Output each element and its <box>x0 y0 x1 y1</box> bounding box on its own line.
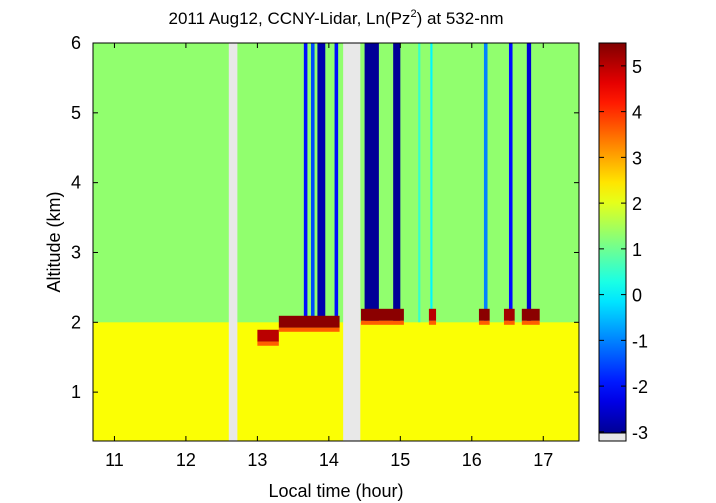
x-tick-label-17: 17 <box>533 450 553 470</box>
cloud-layer-2 <box>361 308 404 321</box>
x-axis: 11 12 13 14 15 16 17 <box>105 43 553 470</box>
attenuated-column-1 <box>310 43 315 323</box>
cloud-layer-1 <box>278 315 340 328</box>
attenuated-column-5 <box>393 43 401 323</box>
attenuated-column-0 <box>303 43 308 323</box>
cloud-edge-3 <box>428 320 437 325</box>
colorbar-tick-label--2: -2 <box>632 377 648 397</box>
colorbar-tick-label-3: 3 <box>632 148 642 168</box>
y-tick-label-4: 4 <box>71 173 81 193</box>
attenuated-column-8 <box>483 43 488 323</box>
colorbar-nodata-swatch <box>598 432 627 442</box>
y-axis: 1 2 3 4 5 6 <box>71 33 579 402</box>
data-gap-1 <box>343 43 361 441</box>
cloud-layer-0 <box>257 329 279 342</box>
x-tick-label-15: 15 <box>390 450 410 470</box>
chart-title: 2011 Aug12, CCNY-Lidar, Ln(Pz2) at 532-n… <box>169 8 504 28</box>
cloud-edge-0 <box>257 341 279 346</box>
colorbar: -3 -2 -1 0 1 2 3 4 5 <box>598 42 648 443</box>
x-tick-label-12: 12 <box>176 450 196 470</box>
colorbar-ticks: -3 -2 -1 0 1 2 3 4 5 <box>599 57 648 443</box>
attenuated-column-2 <box>317 43 326 323</box>
plot-area <box>93 43 579 441</box>
cloud-layer-3 <box>428 308 437 321</box>
attenuated-column-4 <box>364 43 379 323</box>
y-tick-label-5: 5 <box>71 103 81 123</box>
x-tick-label-14: 14 <box>319 450 339 470</box>
colorbar-tick-label-4: 4 <box>632 103 642 123</box>
x-tick-label-13: 13 <box>247 450 267 470</box>
colorbar-tick-label-5: 5 <box>632 57 642 77</box>
cloud-edge-5 <box>503 320 515 325</box>
cloud-layer-6 <box>521 308 540 321</box>
attenuated-column-6 <box>418 43 421 323</box>
y-tick-label-1: 1 <box>71 382 81 402</box>
colorbar-tick-label--3: -3 <box>632 423 648 443</box>
background-boundary-layer <box>93 322 579 441</box>
colorbar-tick-label-2: 2 <box>632 194 642 214</box>
y-axis-label: Altitude (km) <box>44 191 64 292</box>
colorbar-gradient <box>598 42 627 442</box>
data-gap-0 <box>228 43 238 441</box>
x-tick-label-11: 11 <box>105 450 124 470</box>
y-tick-label-3: 3 <box>71 242 81 262</box>
title-superscript: 2 <box>410 8 416 20</box>
attenuated-column-7 <box>430 43 433 323</box>
x-tick-label-16: 16 <box>462 450 482 470</box>
y-tick-label-2: 2 <box>71 312 81 332</box>
attenuated-column-3 <box>334 43 339 323</box>
attenuated-column-9 <box>508 43 513 323</box>
cloud-edge-2 <box>361 320 404 325</box>
y-tick-label-6: 6 <box>71 33 81 53</box>
cloud-layer-4 <box>478 308 490 321</box>
cloud-edge-1 <box>278 327 340 332</box>
plot-frame <box>92 42 580 442</box>
attenuated-column-10 <box>526 43 532 323</box>
cloud-edge-4 <box>478 320 490 325</box>
x-axis-label: Local time (hour) <box>268 481 403 501</box>
colorbar-tick-label-0: 0 <box>632 286 642 306</box>
colorbar-tick-label-1: 1 <box>632 240 642 260</box>
cloud-layer-5 <box>503 308 515 321</box>
cloud-edge-6 <box>521 320 540 325</box>
colorbar-tick-label--1: -1 <box>632 331 648 351</box>
